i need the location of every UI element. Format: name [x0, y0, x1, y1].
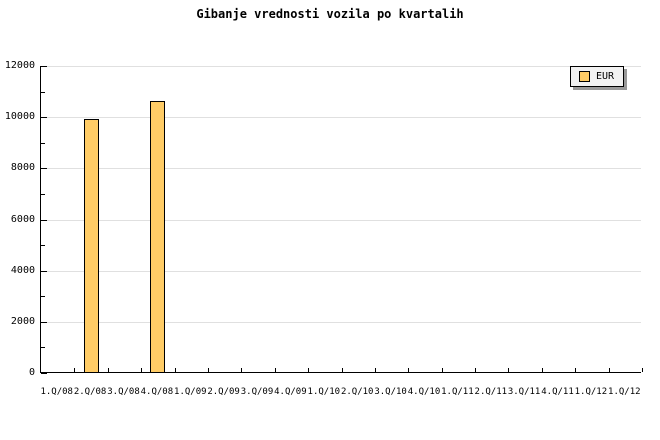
y-gridline	[41, 117, 641, 119]
x-axis-tick	[107, 368, 109, 372]
x-axis-tick	[508, 368, 510, 372]
y-gridline	[41, 66, 641, 67]
x-axis-tick-label: 3.Q/09	[240, 387, 274, 397]
y-minor-tick	[41, 142, 45, 144]
y-major-tick	[41, 373, 47, 374]
y-major-tick	[41, 168, 47, 170]
y-minor-tick	[41, 91, 45, 93]
y-gridline	[41, 270, 641, 272]
x-axis-tick-label: 1.Q/12	[608, 387, 641, 397]
x-axis-tick-label: 1.Q/10	[307, 387, 341, 397]
x-axis-tick	[408, 368, 410, 372]
x-axis-tick	[441, 368, 443, 372]
y-gridline	[41, 168, 641, 170]
chart-title: Gibanje vrednosti vozila po kvartalih	[196, 7, 464, 21]
y-axis-tick-label: 12000	[4, 60, 35, 71]
x-axis-tick-label: 3.Q/10	[374, 387, 407, 397]
x-axis-tick	[274, 368, 276, 372]
x-axis-tick	[241, 368, 243, 372]
y-axis-tick-label: 10000	[4, 111, 35, 123]
y-minor-tick	[41, 347, 45, 349]
x-axis-tick	[308, 368, 310, 372]
bar	[83, 118, 99, 372]
x-axis-tick-label: 3.Q/11	[507, 387, 541, 397]
y-axis-tick-label: 6000	[10, 213, 35, 225]
legend-swatch-icon	[579, 71, 590, 82]
x-axis-tick	[475, 368, 477, 372]
y-major-tick	[41, 219, 47, 221]
x-axis-tick	[541, 368, 543, 372]
x-axis-tick-label: 3.Q/08	[107, 387, 140, 397]
y-minor-tick	[41, 245, 45, 247]
y-major-tick	[41, 66, 47, 67]
x-axis-tick-label: 2.Q/09	[207, 387, 240, 397]
y-axis-tick-label: 2000	[10, 315, 35, 327]
x-axis-tick-label: 1.Q/11	[441, 387, 474, 397]
y-axis-tick-label: 4000	[10, 264, 35, 276]
y-gridline	[41, 219, 641, 221]
x-axis-tick-label: 4.Q/10	[407, 387, 441, 397]
y-major-tick	[41, 270, 47, 272]
bar	[150, 100, 166, 372]
x-axis-tick	[207, 368, 209, 372]
y-axis-tick-label: 0	[28, 367, 35, 378]
x-axis-tick-label: 1.Q/08	[40, 387, 73, 397]
y-gridline	[41, 321, 641, 323]
x-axis-tick	[174, 368, 176, 372]
y-major-tick	[41, 321, 47, 323]
y-major-tick	[41, 117, 47, 119]
x-axis-tick-label: 2.Q/10	[340, 387, 374, 397]
x-axis-tick	[374, 368, 376, 372]
y-minor-tick	[41, 296, 45, 298]
x-axis-tick-label: 2.Q/11	[474, 387, 508, 397]
x-axis-tick-label: 1.Q/12	[574, 387, 608, 397]
x-axis-tick-label: 1.Q/09	[174, 387, 207, 397]
y-minor-tick	[41, 193, 45, 195]
plot-area	[40, 66, 643, 374]
x-axis-tick-label: 2.Q/08	[73, 387, 107, 397]
x-axis-tick	[74, 368, 76, 372]
x-axis-tick-label: 4.Q/09	[274, 387, 307, 397]
x-axis-tick	[575, 368, 577, 372]
x-axis-tick	[608, 368, 610, 372]
x-axis-tick	[341, 368, 343, 372]
x-axis-tick-label: 4.Q/11	[541, 387, 574, 397]
y-axis-tick-label: 8000	[10, 162, 35, 174]
x-axis-tick	[141, 368, 143, 372]
x-axis-tick	[642, 368, 643, 372]
x-axis-tick-label: 4.Q/08	[140, 387, 174, 397]
legend-label: EUR	[596, 71, 615, 82]
legend: EUR	[570, 66, 625, 87]
